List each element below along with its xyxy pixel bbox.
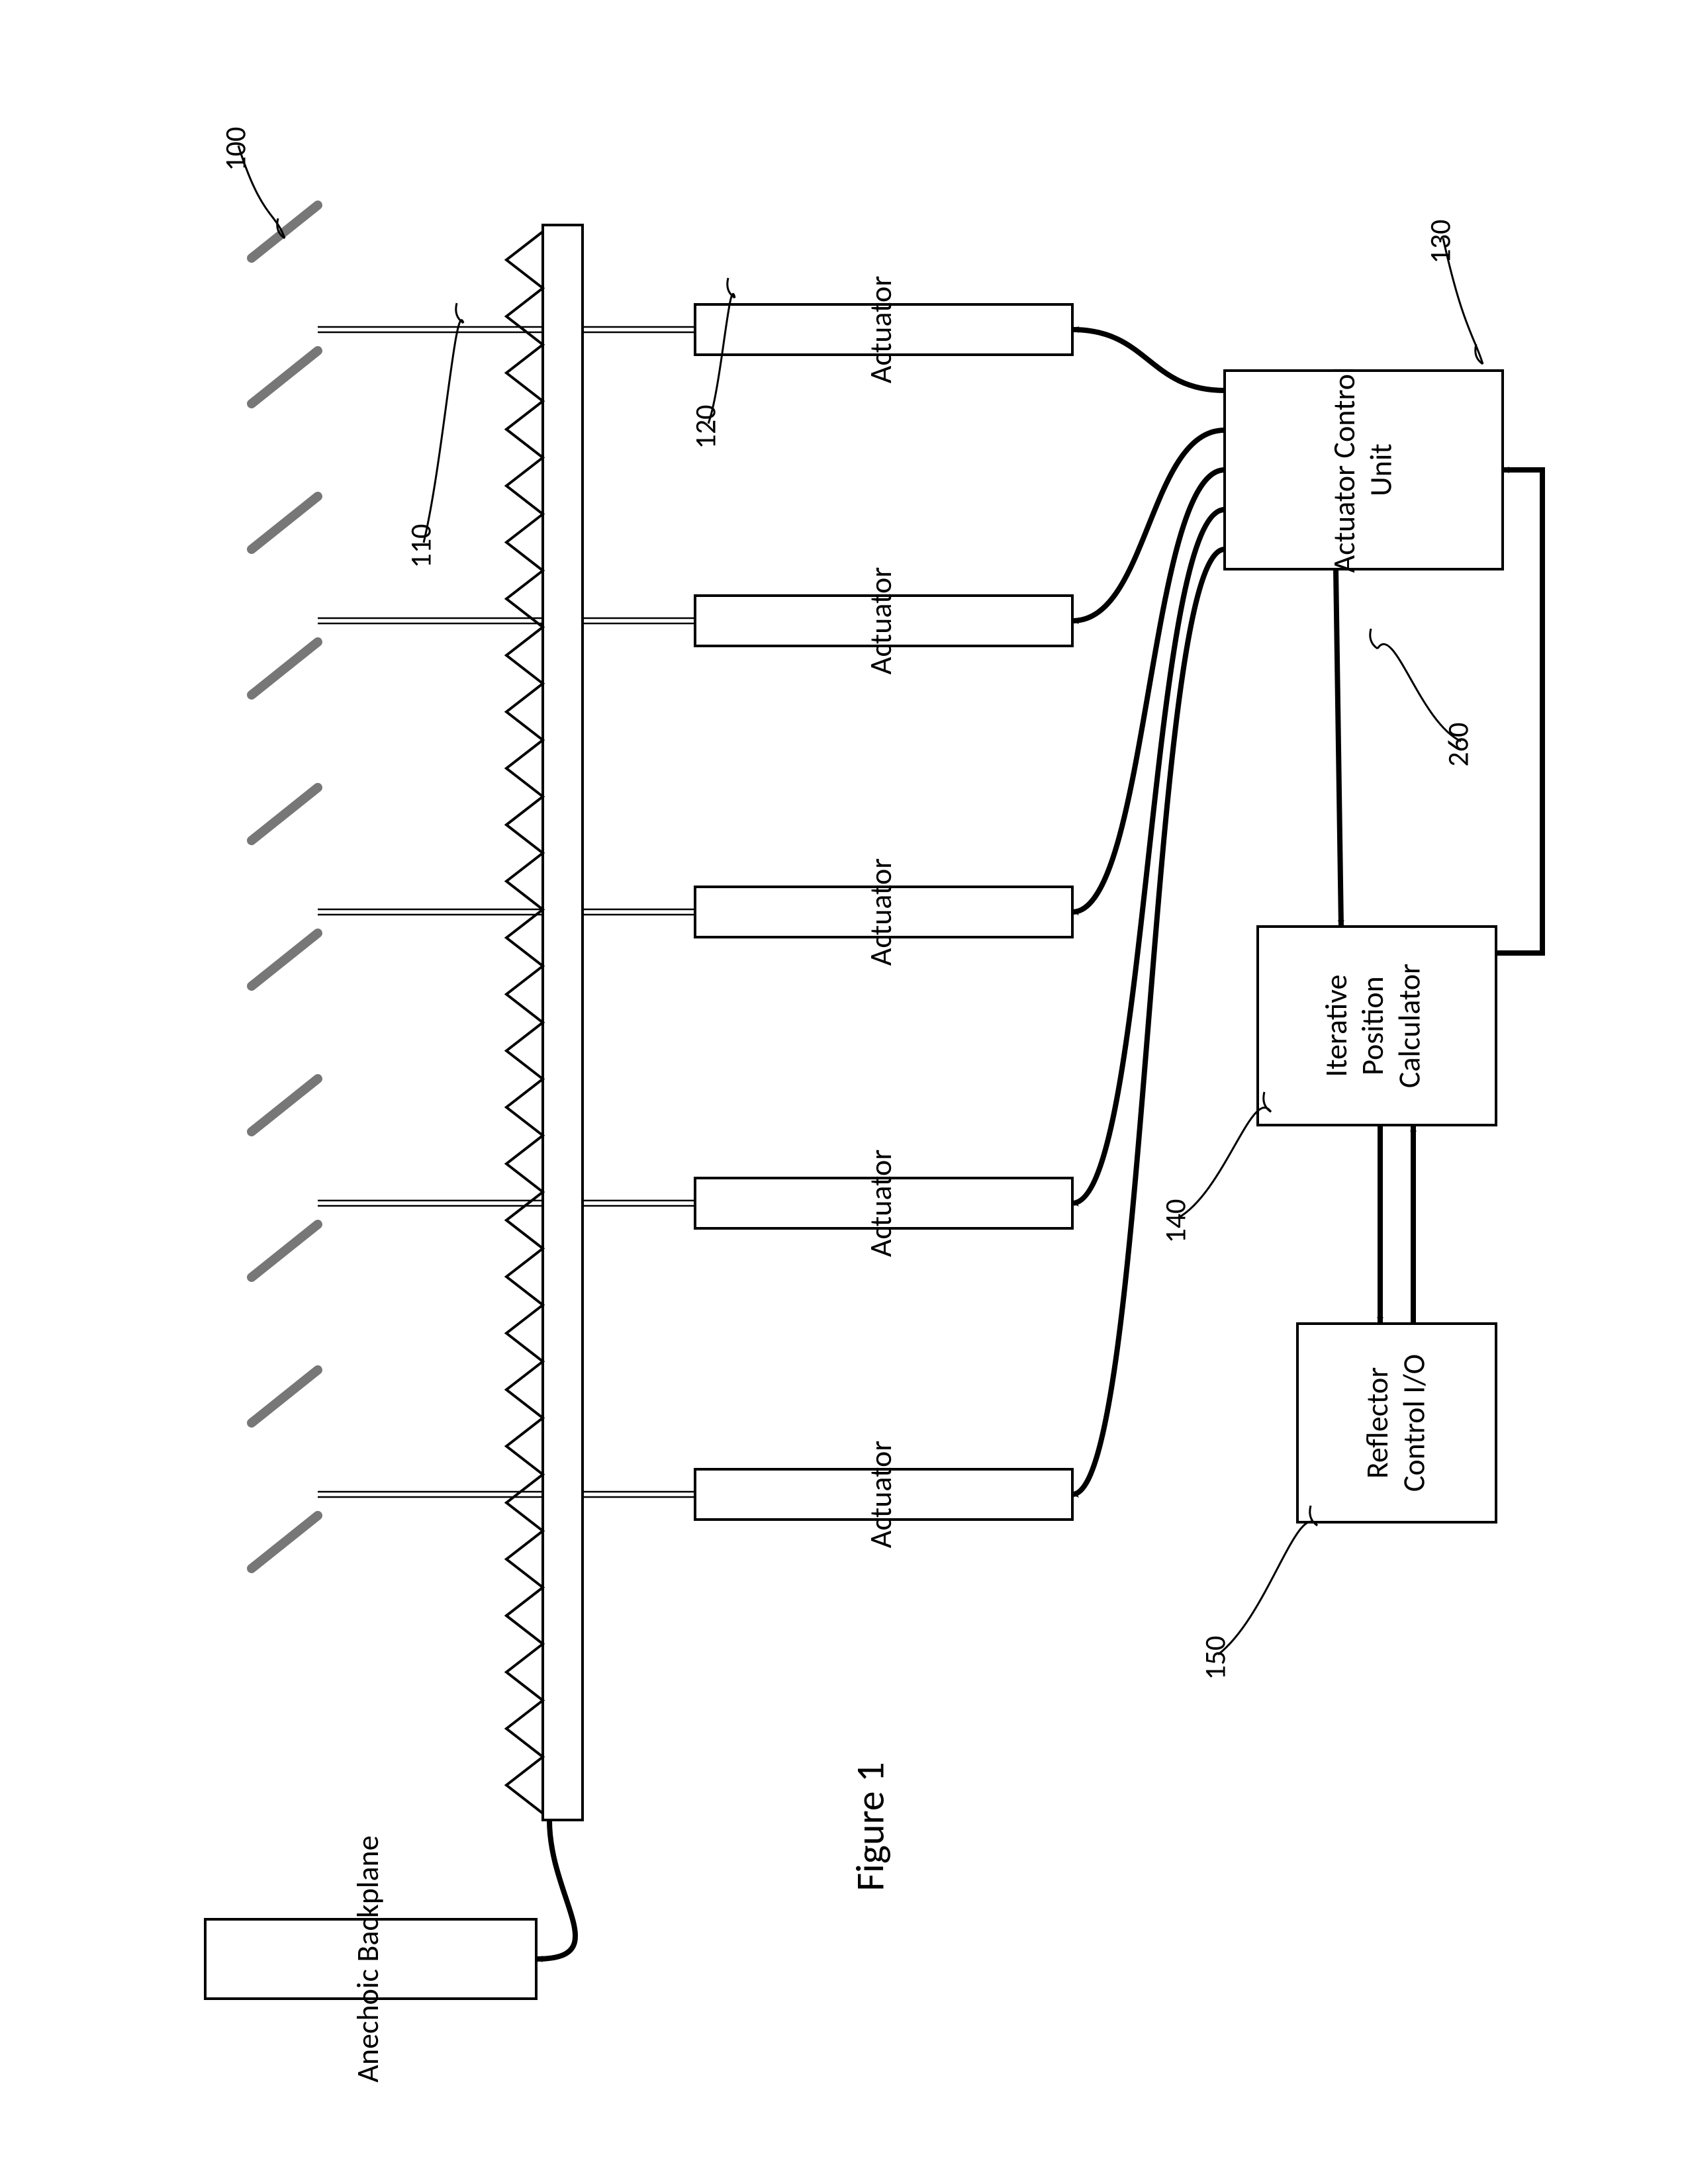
reflector-element — [252, 1516, 318, 1569]
backplane-bar — [543, 225, 583, 1820]
reflector-element — [252, 642, 318, 695]
ref-140: 140 — [1158, 1199, 1194, 1244]
reflector-element — [252, 1224, 318, 1277]
iterative-position-calculator-label: IterativePositionCalculator — [1318, 964, 1428, 1088]
anechoic-wedges — [506, 232, 543, 1813]
reflector-element — [252, 788, 318, 841]
actuator-label: Actuator — [863, 1441, 900, 1549]
reflector-element — [252, 351, 318, 404]
control-to-actuator-arrow — [1072, 430, 1225, 621]
reflector-element — [252, 496, 318, 549]
reflector-element — [252, 933, 318, 986]
control-to-actuator-arrow — [1072, 330, 1225, 390]
backplane-to-anechoic-arrow — [536, 1820, 575, 1959]
control-to-iterative-arrow — [1336, 569, 1341, 927]
figure-caption: Figure 1 — [846, 1762, 894, 1891]
reflector-element — [252, 1370, 318, 1423]
ref-leader — [1218, 1522, 1317, 1655]
ref-leader — [424, 320, 463, 543]
ref-260: 260 — [1440, 723, 1476, 767]
reflector-control-io-label: ReflectorControl I/O — [1359, 1354, 1432, 1492]
ref-100: 100 — [218, 127, 254, 171]
ref-150: 150 — [1197, 1636, 1233, 1680]
actuator-label: Actuator — [863, 1150, 900, 1257]
actuator-label: Actuator — [863, 567, 900, 675]
reflector-element — [252, 1079, 318, 1132]
ref-110: 110 — [403, 524, 439, 569]
anechoic-backplane-label: Anechoic Backplane — [350, 1835, 387, 2082]
ref-130: 130 — [1423, 220, 1458, 264]
reflector-element — [252, 205, 318, 258]
actuator-label: Actuator — [863, 276, 900, 384]
ref-120: 120 — [688, 405, 724, 449]
actuator-label: Actuator — [863, 858, 900, 966]
